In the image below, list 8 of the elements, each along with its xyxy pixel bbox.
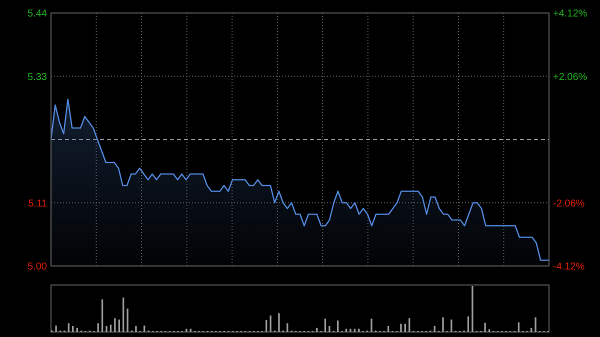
y2-tick-label: -4.12% xyxy=(553,262,585,272)
y-tick-label: 5.11 xyxy=(28,198,48,210)
y-tick-label: 5.44 xyxy=(28,8,48,20)
y2-tick-label: -2.06% xyxy=(553,198,585,210)
y-tick-label: 5.33 xyxy=(28,72,48,83)
y2-tick-label: +2.06% xyxy=(553,72,588,83)
y-tick-label: 5.00 xyxy=(28,262,48,272)
y2-tick-label: +4.12% xyxy=(553,8,588,20)
